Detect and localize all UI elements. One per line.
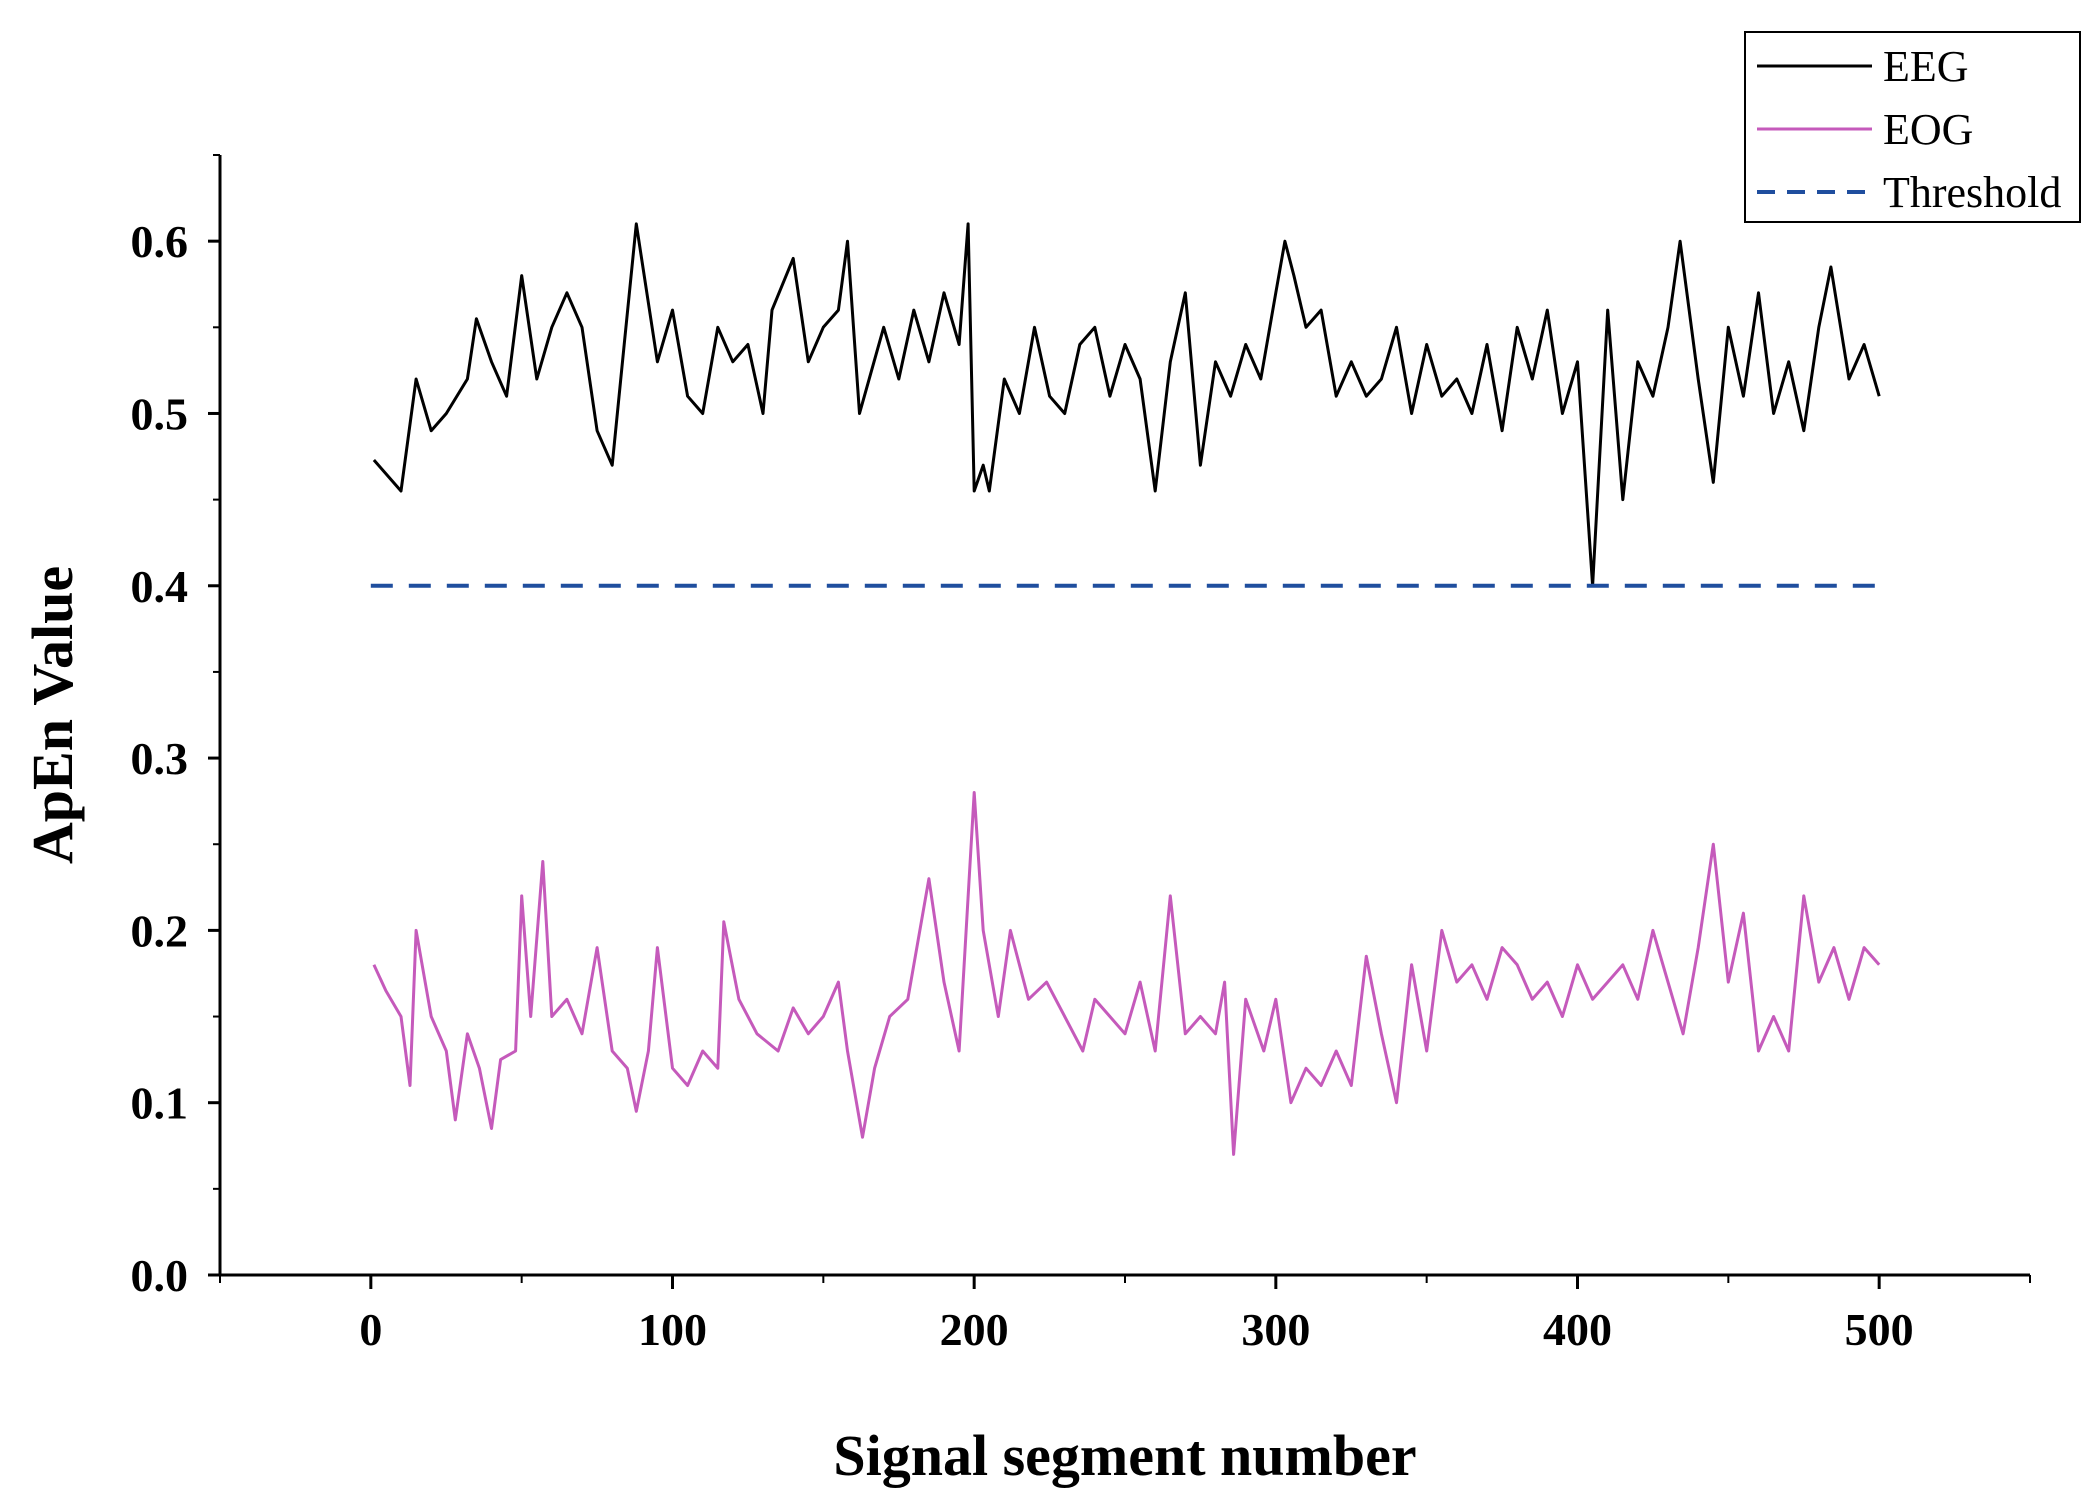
y-tick-label: 0.0 — [131, 1250, 189, 1301]
legend-label-eog: EOG — [1883, 105, 1973, 154]
y-axis-title: ApEn Value — [20, 566, 85, 864]
y-tick-label: 0.6 — [131, 216, 189, 267]
axes: 0.0 0.1 0.2 0.3 0.4 0.5 0.6 0 100 200 300 400 500 — [131, 154, 2031, 1355]
y-tick-label: 0.4 — [131, 561, 189, 612]
x-axis-title: Signal segment number — [833, 1423, 1416, 1488]
y-tick-label: 0.5 — [131, 388, 189, 439]
x-tick-label: 200 — [940, 1304, 1009, 1355]
series-line-eeg — [372, 222, 1881, 588]
plot-area — [370, 222, 1881, 1156]
x-tick-label: 300 — [1241, 1304, 1310, 1355]
x-tick-label: 400 — [1543, 1304, 1612, 1355]
x-tick-label: 500 — [1845, 1304, 1914, 1355]
y-tick-label: 0.2 — [131, 905, 189, 956]
y-tick-label: 0.1 — [131, 1078, 189, 1129]
legend-label-eeg: EEG — [1883, 42, 1969, 91]
x-tick-label: 0 — [359, 1304, 382, 1355]
y-tick-label: 0.3 — [131, 733, 189, 784]
x-tick-label: 100 — [638, 1304, 707, 1355]
legend: EEG EOG Threshold — [1744, 31, 2081, 223]
legend-label-threshold: Threshold — [1883, 168, 2061, 217]
series-line-eog — [372, 791, 1881, 1156]
